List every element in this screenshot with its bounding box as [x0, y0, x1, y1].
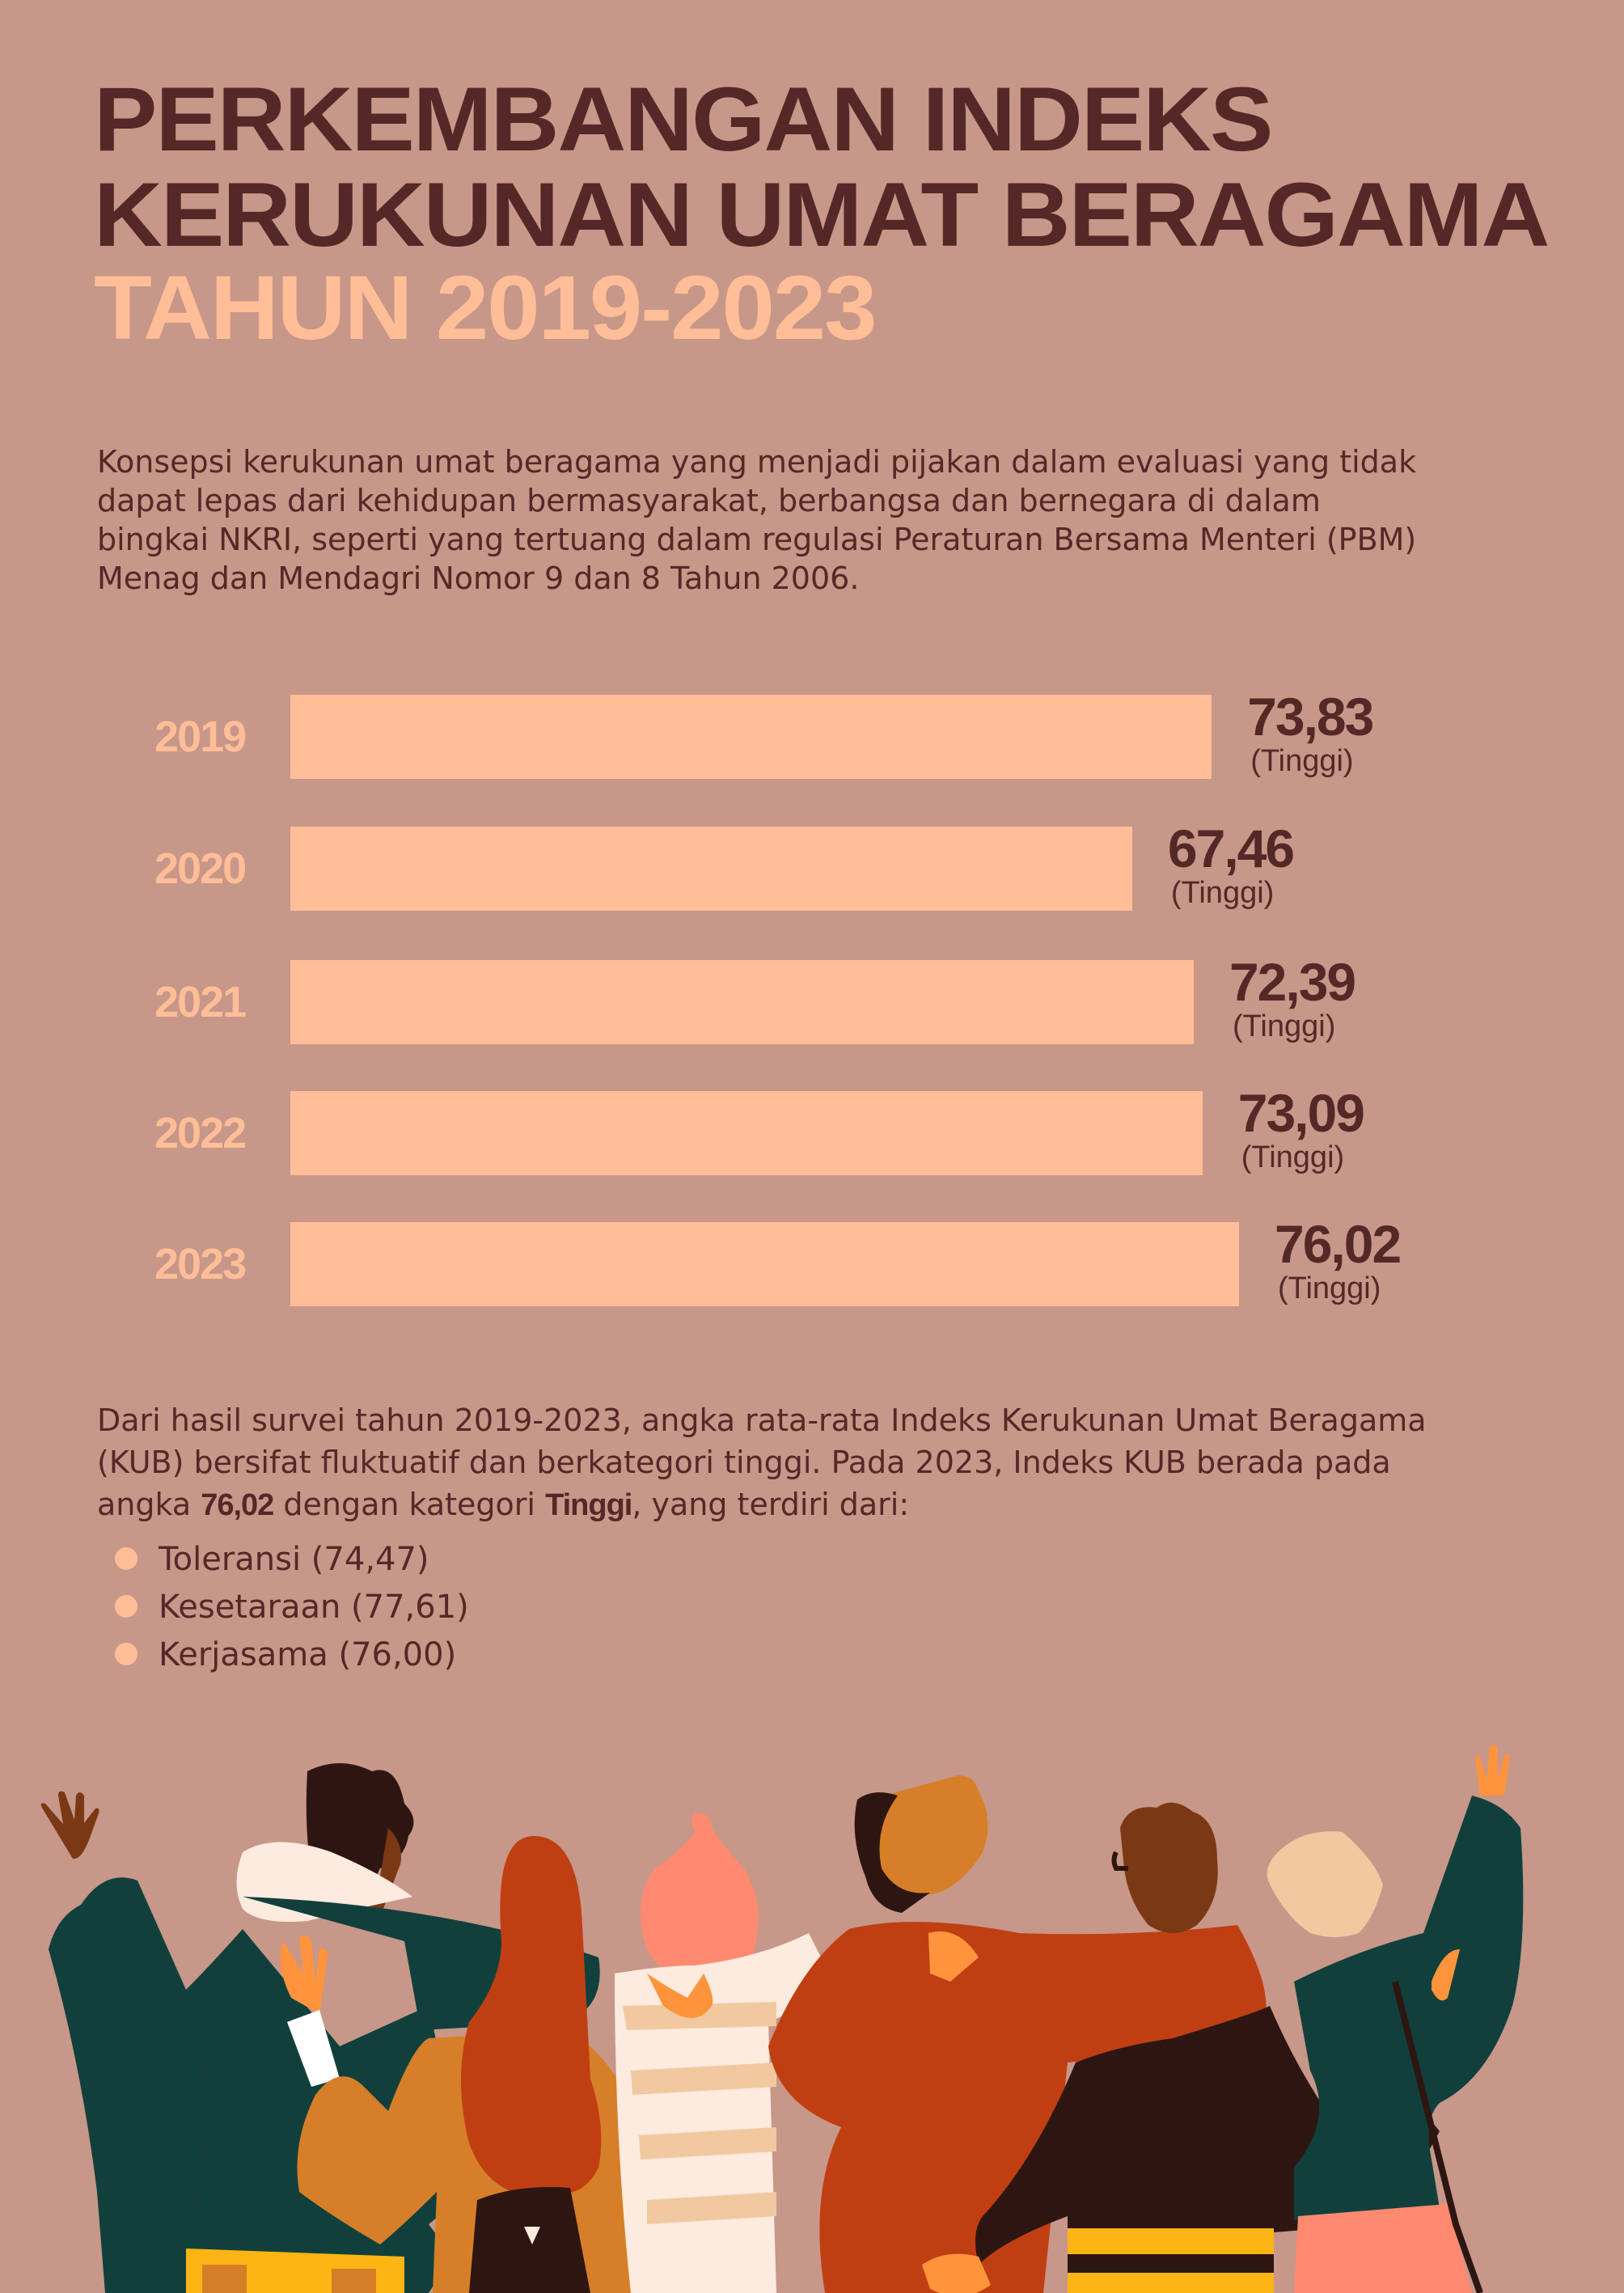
- list-item-toleransi: Toleransi (74,47): [115, 1537, 469, 1584]
- intro-paragraph: Konsepsi kerukunan umat beragama yang me…: [97, 442, 1553, 598]
- list-item-label: Toleransi (74,47): [159, 1541, 429, 1578]
- bullet-dot-icon: [115, 1547, 137, 1570]
- person-striped-shirt-icon: [615, 1813, 833, 2293]
- bar-value-group: 73,83 (Tinggi): [1247, 687, 1374, 779]
- bar-year-label: 2022: [154, 1109, 247, 1157]
- list-item-label: Kerjasama (76,00): [159, 1636, 457, 1673]
- bar-year-label: 2023: [154, 1240, 247, 1288]
- person-red-hair-icon: [280, 1836, 704, 2293]
- bar-year-label: 2020: [154, 844, 247, 893]
- list-item-kesetaraan: Kesetaraan (77,61): [115, 1584, 469, 1632]
- summary-text: dengan kategori: [273, 1487, 546, 1522]
- bullet-dot-icon: [115, 1595, 137, 1618]
- summary-text: angka: [97, 1487, 201, 1522]
- bar-year-label: 2021: [154, 978, 247, 1026]
- person-hat-coat-icon: [768, 1775, 1267, 2293]
- bar-value-label: 76,02: [1274, 1214, 1402, 1274]
- bullet-dot-icon: [115, 1643, 137, 1665]
- summary-paragraph: Dari hasil survei tahun 2019-2023, angka…: [97, 1399, 1553, 1526]
- bar-2020: [290, 827, 1132, 911]
- bar-value-label: 73,83: [1247, 687, 1374, 747]
- bar-category-label: (Tinggi): [1277, 1271, 1381, 1305]
- bar-2022: [290, 1091, 1203, 1175]
- summary-text: , yang terdiri dari:: [632, 1487, 910, 1522]
- intro-line: Konsepsi kerukunan umat beragama yang me…: [97, 444, 1417, 480]
- summary-category: Tinggi: [545, 1488, 632, 1522]
- title-line-2: KERUKUNAN UMAT BERAGAMA: [94, 164, 1550, 265]
- summary-line-3: angka 76,02 dengan kategori Tinggi, yang…: [97, 1483, 1553, 1526]
- title-line-1: PERKEMBANGAN INDEKS: [94, 69, 1273, 170]
- bar-2019: [290, 695, 1212, 779]
- summary-line-2: (KUB) bersifat fluktuatif dan berkategor…: [97, 1445, 1391, 1480]
- bar-value-group: 76,02 (Tinggi): [1274, 1214, 1402, 1306]
- bar-value-label: 72,39: [1229, 952, 1356, 1012]
- bar-2021: [290, 960, 1194, 1044]
- bar-value-group: 72,39 (Tinggi): [1229, 952, 1356, 1044]
- bar-value-group: 67,46 (Tinggi): [1167, 819, 1295, 911]
- bar-chart: 2019 73,83 (Tinggi) 2020 67,46 (Tinggi) 2021 72…: [0, 690, 1624, 1306]
- intro-line: Menag dan Mendagri Nomor 9 dan 8 Tahun 2…: [97, 561, 860, 596]
- bar-category-label: (Tinggi): [1232, 1009, 1336, 1043]
- intro-line: bingkai NKRI, seperti yang tertuang dala…: [97, 522, 1417, 557]
- bar-category-label: (Tinggi): [1241, 1140, 1345, 1174]
- bar-year-label: 2019: [154, 713, 247, 761]
- bar-row-2023: 2023 76,02 (Tinggi): [0, 1217, 1624, 1306]
- summary-value-2023: 76,02: [201, 1488, 274, 1522]
- bar-2023: [290, 1222, 1239, 1306]
- people-group-illustration: [40, 1745, 1524, 2293]
- summary-line-1: Dari hasil survei tahun 2019-2023, angka…: [97, 1402, 1427, 1438]
- bar-row-2021: 2021 72,39 (Tinggi): [0, 955, 1624, 1044]
- list-item-label: Kesetaraan (77,61): [159, 1589, 469, 1626]
- list-item-kerjasama: Kerjasama (76,00): [115, 1632, 469, 1680]
- intro-line: dapat lepas dari kehidupan bermasyarakat…: [97, 483, 1321, 518]
- bar-row-2020: 2020 67,46 (Tinggi): [0, 822, 1624, 911]
- title-line-3-years: TAHUN 2019-2023: [94, 257, 877, 358]
- bar-row-2019: 2019 73,83 (Tinggi): [0, 690, 1624, 779]
- bar-value-group: 73,09 (Tinggi): [1237, 1083, 1365, 1175]
- bar-category-label: (Tinggi): [1170, 876, 1275, 910]
- bar-value-label: 73,09: [1237, 1083, 1365, 1143]
- bar-value-label: 67,46: [1167, 819, 1295, 878]
- bar-row-2022: 2022 73,09 (Tinggi): [0, 1086, 1624, 1175]
- bar-category-label: (Tinggi): [1250, 744, 1354, 778]
- person-waving-blonde-icon: [1267, 1745, 1524, 2293]
- component-list: Toleransi (74,47) Kesetaraan (77,61) Ker…: [115, 1537, 469, 1680]
